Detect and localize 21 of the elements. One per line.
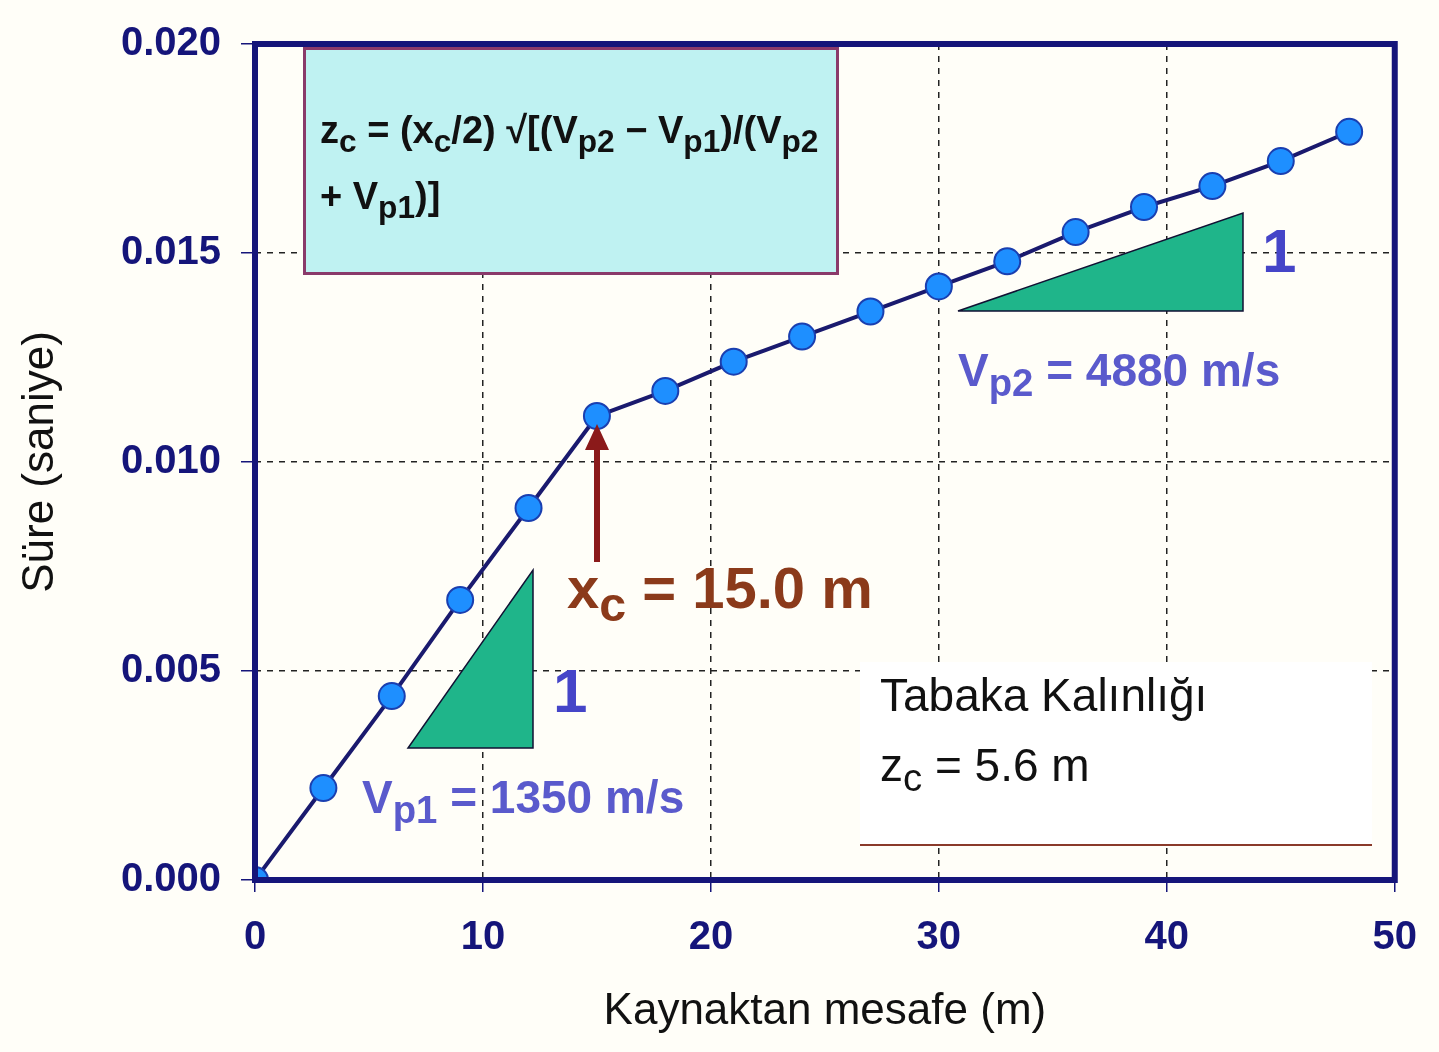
y-tick-label: 0.015 [120, 228, 221, 273]
annotation: 1 [553, 656, 588, 725]
annotation: 1 [1262, 216, 1297, 285]
y-tick-label: 0.000 [120, 855, 221, 900]
x-tick-label: 20 [688, 913, 734, 958]
annotation: Tabaka Kalınlığı [880, 669, 1208, 721]
x-tick-label: 30 [916, 913, 962, 958]
x-tick-label: 40 [1144, 913, 1190, 958]
y-tick-label: 0.010 [120, 437, 221, 482]
annotation: x$_{c}$ = 15.0 m [566, 555, 873, 631]
x-tick-label: 10 [460, 913, 506, 958]
annotation: z$_{c}$ = 5.6 m [880, 739, 1090, 800]
annotation: V$_{p1}$ = 1350 m/s [362, 771, 685, 832]
text: z$_{c}$ = (x$_{c}$/2) √[(V$_{p2}$ − V$_{p1}$)/(V$_{p2}$ + V$_{p1}$)] [320, 109, 819, 225]
x-tick-label: 0 [243, 913, 267, 958]
y-axis-title: Süre (saniye) [12, 331, 62, 593]
annotation: V$_{p2}$ = 4880 m/s [958, 344, 1281, 405]
y-tick-label: 0.005 [120, 646, 221, 691]
x-axis-title: Kaynaktan mesafe (m) [603, 983, 1047, 1033]
x-tick-label: 50 [1372, 913, 1417, 958]
y-tick-label: 0.020 [120, 19, 221, 64]
